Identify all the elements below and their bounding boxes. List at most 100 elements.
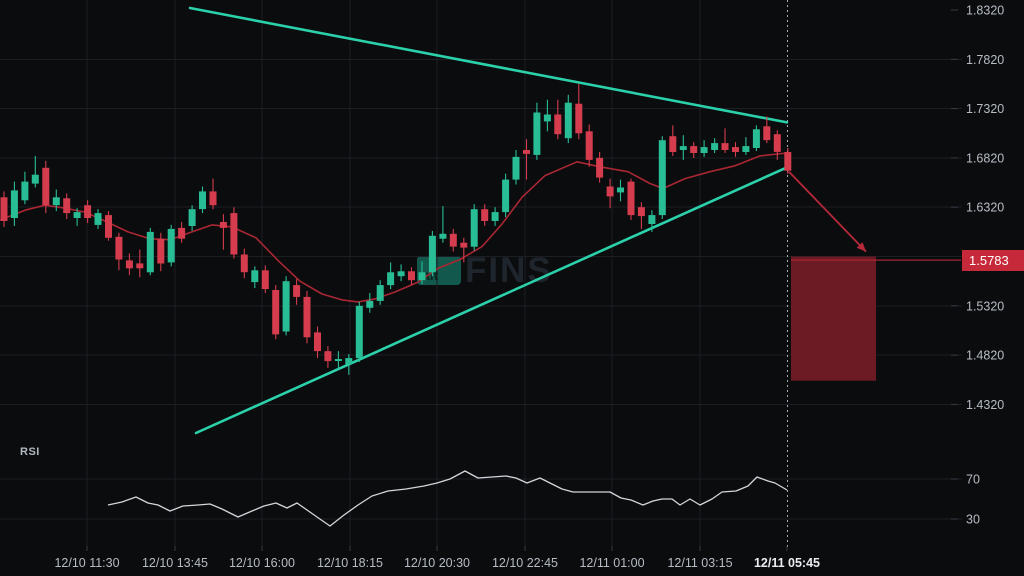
candle-up	[146, 231, 154, 273]
candle-down	[763, 126, 771, 141]
candle-down	[314, 332, 321, 352]
candle-up	[491, 212, 499, 221]
rsi-line	[107, 470, 788, 527]
candle-up	[502, 179, 510, 213]
candle-up	[617, 187, 624, 193]
candle-up	[752, 129, 760, 148]
candle-down	[178, 227, 186, 239]
price-axis-label: 1.6320	[966, 201, 1004, 215]
candle-down	[460, 242, 468, 248]
price-axis-label: 1.5320	[966, 299, 1004, 313]
time-axis-label: 12/10 16:00	[229, 556, 295, 570]
candle-down	[523, 150, 530, 154]
time-axis-label-highlighted: 12/11 05:45	[754, 556, 820, 570]
target-zone-box[interactable]	[791, 256, 876, 381]
candle-up	[711, 143, 719, 150]
candle-down	[554, 114, 562, 135]
candle-up	[387, 272, 395, 286]
candle-down	[585, 131, 593, 160]
candle-down	[157, 238, 165, 264]
candlestick-series	[0, 84, 792, 375]
candle-up	[742, 146, 750, 152]
candle-down	[261, 270, 269, 289]
candle-up	[167, 228, 175, 263]
candle-down	[84, 205, 92, 218]
price-axis-label: 1.4820	[966, 349, 1004, 363]
candle-up	[31, 174, 39, 184]
price-axis-label: 1.8320	[966, 4, 1004, 18]
candle-down	[408, 271, 415, 281]
rsi-axis-label: 30	[966, 513, 980, 527]
time-axis-label: 12/10 20:30	[404, 556, 470, 570]
triangle-upper-trendline[interactable]	[188, 6, 789, 124]
moving-average-line	[0, 152, 788, 303]
breakdown-arrow-head	[856, 242, 866, 252]
candle-down	[324, 351, 332, 362]
breakdown-arrow-shaft	[788, 171, 867, 253]
candle-up	[251, 270, 259, 283]
candle-down	[732, 147, 739, 152]
candle-down	[219, 222, 227, 228]
candle-down	[293, 285, 301, 297]
candle-up	[679, 146, 687, 150]
candle-up	[188, 209, 196, 226]
candle-down	[606, 186, 614, 197]
candle-up	[428, 235, 436, 273]
candle-down	[115, 236, 123, 260]
time-axis[interactable]: 12/10 11:30 12/10 13:45 12/10 16:00 12/10 1…	[54, 546, 820, 570]
candle-up	[334, 359, 342, 361]
candle-down	[784, 152, 792, 171]
candle-up	[376, 285, 384, 301]
rsi-axis-label: 70	[966, 473, 980, 487]
time-axis-label: 12/11 03:15	[667, 556, 732, 570]
price-axis-label: 1.7320	[966, 102, 1004, 116]
rsi-indicator-label: RSI	[20, 446, 40, 458]
candle-down	[136, 263, 144, 269]
price-axis-label: 1.6820	[966, 151, 1004, 165]
target-price-axis-label[interactable]: 1.5783	[962, 250, 1024, 271]
time-axis-label: 12/10 11:30	[54, 556, 119, 570]
candle-up	[397, 271, 405, 277]
candle-up	[21, 181, 29, 201]
candle-up	[73, 212, 81, 218]
candle-down	[105, 215, 112, 238]
candle-up	[470, 209, 478, 247]
price-axis[interactable]: 1.8320 1.7820 1.7320 1.6820 1.6320 1.5320 1.48…	[951, 4, 1004, 527]
candle-up	[533, 112, 541, 155]
candle-up	[648, 215, 656, 224]
price-projection-drawing[interactable]	[788, 171, 961, 381]
triangle-lower-trendline[interactable]	[194, 166, 788, 435]
watermark-brand-text: FINS	[465, 251, 553, 290]
candle-up	[282, 281, 290, 332]
candle-down	[690, 146, 698, 153]
candle-down	[240, 254, 248, 273]
candle-down	[125, 260, 133, 269]
candle-down	[303, 296, 311, 338]
candle-up	[700, 147, 708, 153]
candle-up	[564, 102, 572, 139]
candle-up	[658, 140, 666, 216]
candle-up	[439, 233, 447, 239]
candle-up	[94, 213, 102, 225]
candle-up	[355, 305, 363, 359]
time-axis-label: 12/10 18:15	[317, 556, 383, 570]
candle-up	[418, 272, 426, 281]
triangle-pattern-drawing[interactable]	[188, 6, 789, 435]
candle-down	[0, 197, 8, 221]
candle-down	[596, 157, 604, 178]
candle-up	[543, 114, 551, 122]
price-axis-label: 1.7820	[966, 53, 1004, 67]
time-axis-label: 12/10 22:45	[492, 556, 558, 570]
candle-up	[199, 191, 206, 210]
candle-up	[345, 358, 353, 364]
candle-down	[63, 198, 71, 214]
time-axis-label: 12/10 13:45	[142, 556, 208, 570]
candle-down	[481, 209, 489, 221]
candle-down	[449, 233, 457, 247]
candle-up	[10, 190, 18, 218]
watermark: alt FINS	[417, 251, 553, 290]
candle-down	[42, 167, 50, 206]
candle-down	[272, 290, 280, 335]
